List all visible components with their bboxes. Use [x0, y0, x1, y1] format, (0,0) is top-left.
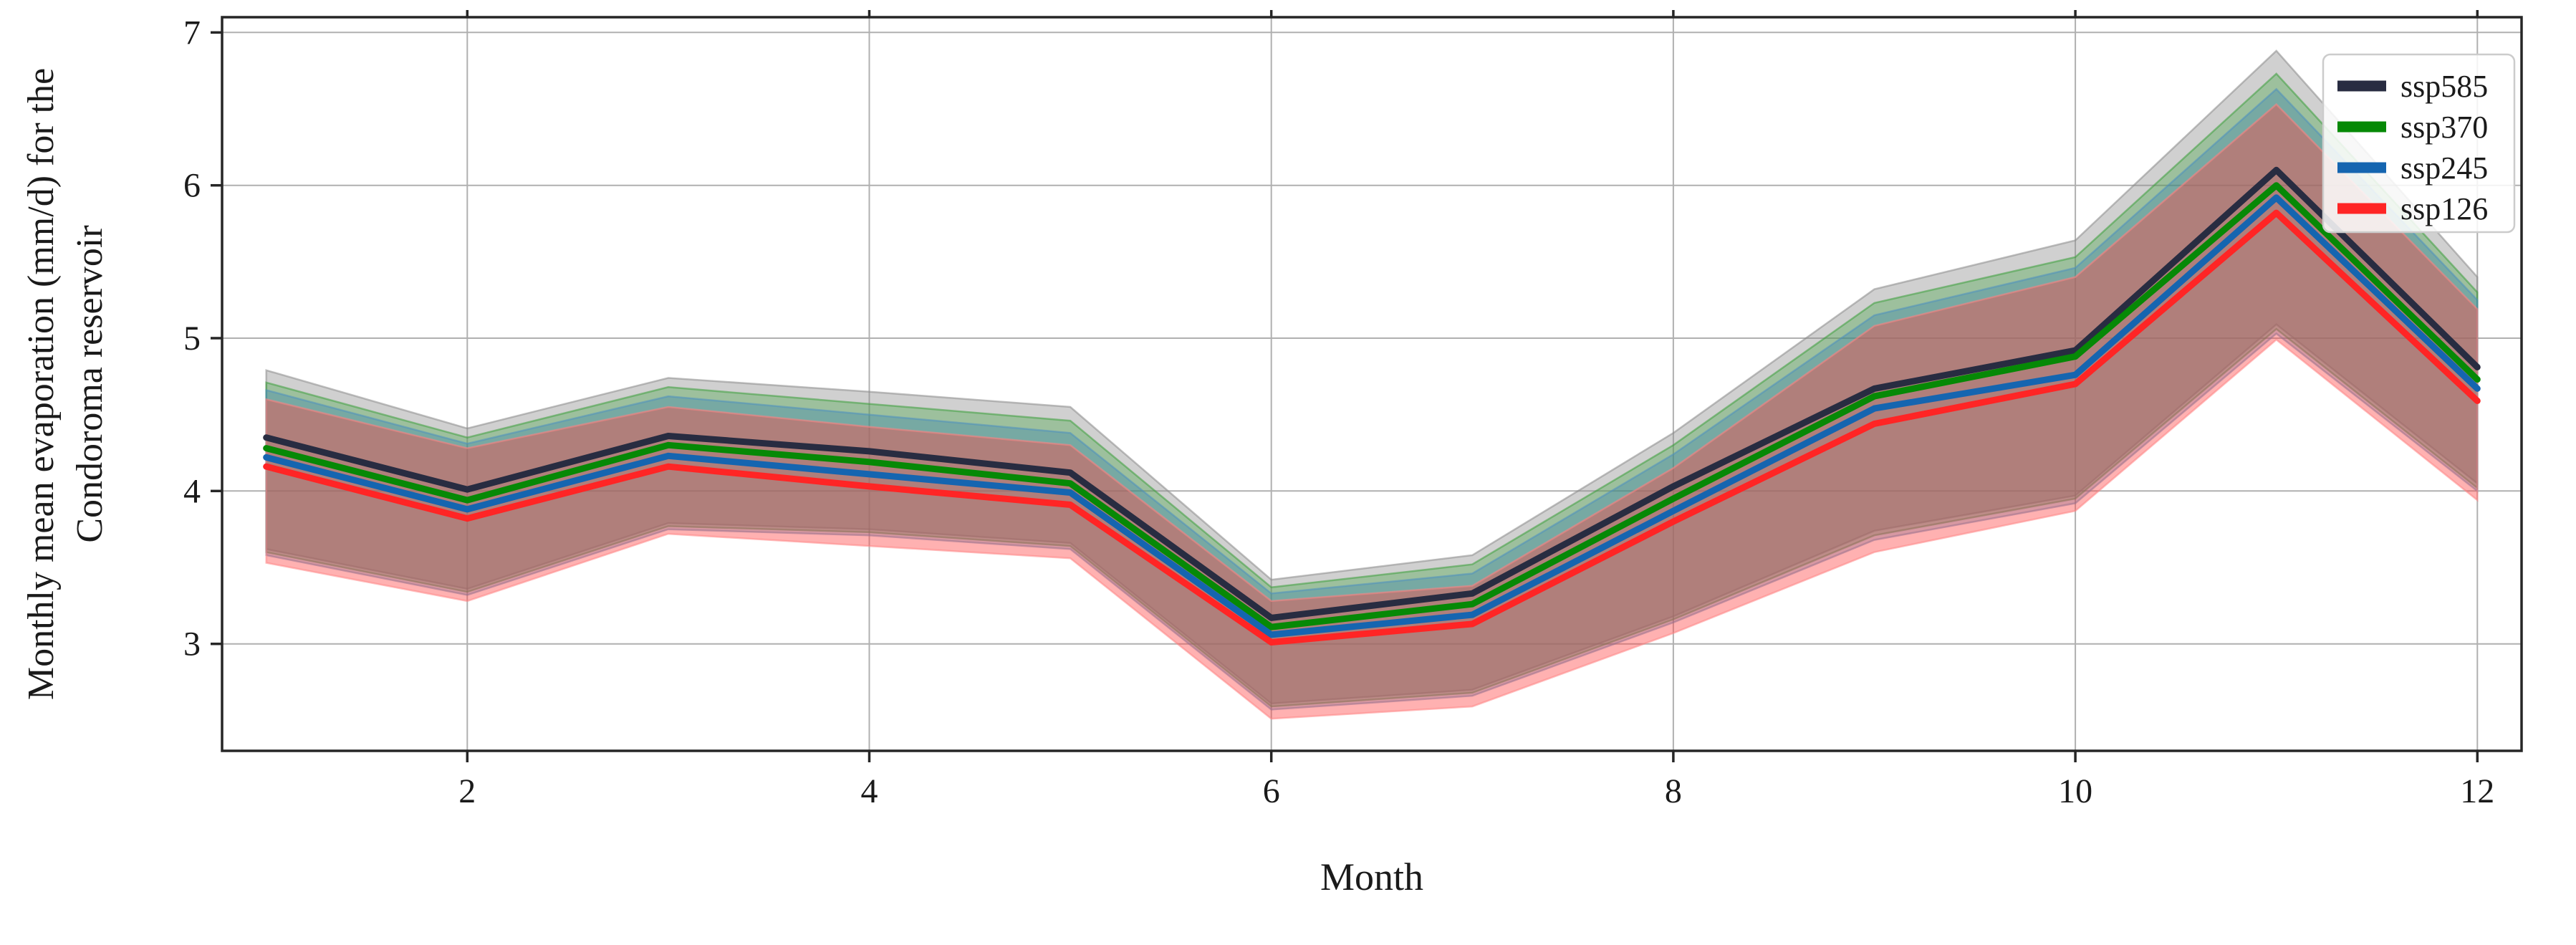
- x-tick-label-2: 2: [458, 772, 476, 810]
- x-tick-label-12: 12: [2460, 772, 2494, 810]
- y-tick-label-6: 6: [183, 167, 201, 205]
- y-axis-label-line1: Monthly mean evaporation (mm/d) for the: [21, 68, 62, 700]
- series-line-ssp126: [263, 209, 2481, 646]
- legend-label-ssp585: ssp585: [2400, 69, 2488, 104]
- x-tick-label-8: 8: [1665, 772, 1682, 810]
- series-line-ssp370: [263, 182, 2481, 630]
- series-line-ssp585: [263, 166, 2481, 621]
- series-line-ssp245: [263, 194, 2481, 638]
- y-tick-label-7: 7: [183, 14, 201, 52]
- x-tick-label-10: 10: [2058, 772, 2092, 810]
- x-tick-label-6: 6: [1263, 772, 1280, 810]
- y-tick-label-4: 4: [183, 472, 201, 510]
- legend-label-ssp245: ssp245: [2400, 150, 2488, 186]
- uncertainty-band-ssp126: [265, 102, 2479, 720]
- axes-spines: [221, 16, 2523, 752]
- x-tick-label-4: 4: [861, 772, 878, 810]
- legend-box: [2322, 53, 2516, 234]
- legend-label-ssp370: ssp370: [2400, 110, 2488, 145]
- y-axis-label-line2: Condoroma reservoir: [69, 225, 110, 542]
- y-tick-label-3: 3: [183, 625, 201, 663]
- y-tick-label-5: 5: [183, 320, 201, 358]
- x-axis-label: Month: [1320, 855, 1423, 898]
- legend-label-ssp126: ssp126: [2400, 191, 2488, 226]
